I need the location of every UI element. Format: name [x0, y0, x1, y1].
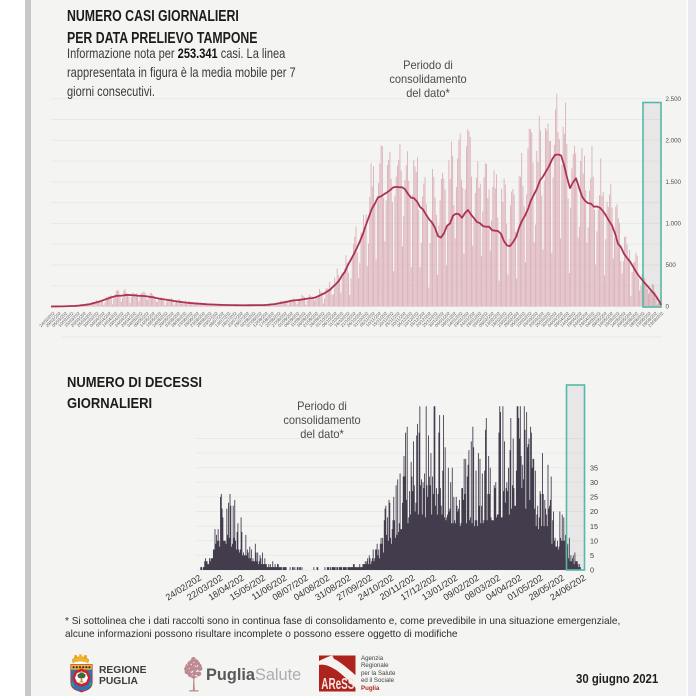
svg-text:1.000: 1.000	[666, 221, 682, 228]
svg-text:0: 0	[590, 566, 594, 575]
svg-text:10: 10	[590, 536, 598, 545]
svg-text:1.500: 1.500	[666, 179, 682, 186]
svg-text:20: 20	[590, 507, 598, 516]
svg-text:15: 15	[590, 522, 598, 531]
svg-text:5: 5	[590, 551, 594, 560]
svg-text:500: 500	[666, 262, 677, 269]
svg-text:25: 25	[590, 493, 598, 502]
svg-text:35: 35	[590, 463, 598, 472]
svg-text:2.000: 2.000	[666, 138, 682, 145]
svg-text:0: 0	[666, 304, 670, 311]
svg-text:AReSS: AReSS	[321, 674, 354, 692]
svg-text:2.500: 2.500	[666, 96, 682, 103]
svg-text:30: 30	[590, 478, 598, 487]
